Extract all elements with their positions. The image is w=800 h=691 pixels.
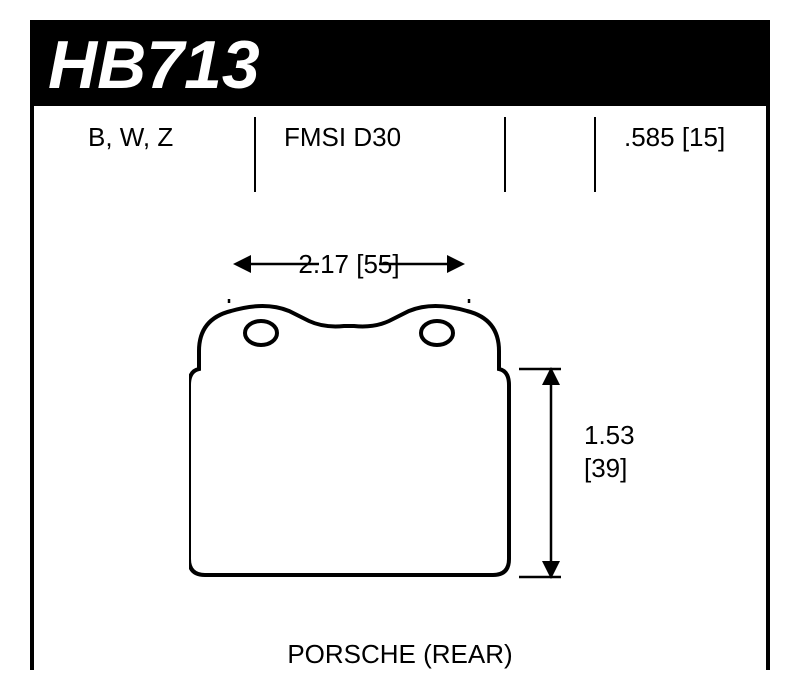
height-mm: [39] — [584, 452, 635, 485]
height-inches: 1.53 — [584, 419, 635, 452]
width-value: 2.17 [55] — [229, 249, 469, 280]
diagram-area: 2.17 [55] 1.53 [39] — [34, 214, 766, 624]
divider — [504, 117, 506, 192]
height-arrow — [519, 359, 579, 589]
spec-row: B, W, Z FMSI D30 .585 [15] — [34, 112, 766, 192]
spec-sheet-frame: HB713 B, W, Z FMSI D30 .585 [15] 2.17 [5… — [30, 20, 770, 670]
width-dimension: 2.17 [55] — [229, 244, 469, 284]
header-band: HB713 — [34, 24, 766, 106]
fmsi-code: FMSI D30 — [284, 122, 401, 153]
height-dimension: 1.53 [39] — [584, 419, 635, 484]
compounds-list: B, W, Z — [88, 122, 173, 153]
part-number: HB713 — [48, 26, 260, 104]
application-label: PORSCHE (REAR) — [34, 639, 766, 670]
divider — [594, 117, 596, 192]
thickness-value: .585 [15] — [624, 122, 725, 153]
brake-pad-outline — [189, 299, 529, 589]
divider — [254, 117, 256, 192]
